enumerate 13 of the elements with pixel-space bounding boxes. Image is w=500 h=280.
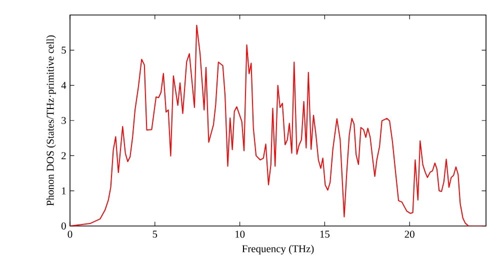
x-axis-title: Frequency (THz) bbox=[242, 244, 314, 254]
x-tick-label: 0 bbox=[68, 230, 72, 238]
x-tick-label: 15 bbox=[320, 230, 330, 238]
y-tick-label: 0 bbox=[61, 222, 66, 230]
x-tick-label: 20 bbox=[404, 230, 414, 238]
y-axis-title: Phonon DOS (States/THz·primitive cell) bbox=[46, 35, 56, 206]
y-tick-label: 2 bbox=[62, 152, 66, 160]
y-tick-label: 3 bbox=[62, 116, 66, 124]
x-tick-label: 5 bbox=[152, 230, 158, 238]
y-tick-label: 5 bbox=[62, 46, 66, 54]
x-tick-label: 10 bbox=[235, 230, 245, 238]
y-tick-label: 4 bbox=[61, 82, 66, 89]
y-tick-label: 1 bbox=[62, 187, 66, 194]
